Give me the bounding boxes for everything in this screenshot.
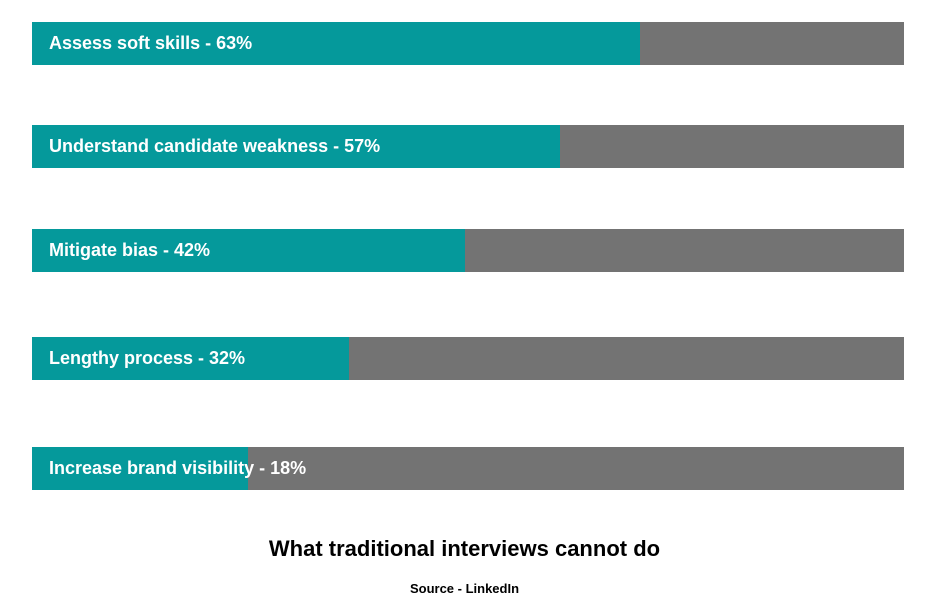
chart-source: Source - LinkedIn [409,581,520,596]
bar-label-lengthy-process: Lengthy process - 32% [49,348,246,368]
bar-label-assess-soft-skills: Assess soft skills - 63% [49,33,253,53]
bar-label-increase-brand-visibility: Increase brand visibility - 18% [49,458,307,478]
bar-fill-lengthy-process [32,337,349,380]
chart-title: What traditional interviews cannot do [268,536,661,561]
bar-chart: Assess soft skills - 63% Understand cand… [32,22,904,490]
bar-label-understand-candidate-weakness: Understand candidate weakness - 57% [49,136,381,156]
bar-fill-assess-soft-skills [32,22,640,65]
bar-track-increase-brand-visibility: Increase brand visibility - 18% [32,447,904,490]
bar-fill-mitigate-bias [32,229,465,272]
bar-track-assess-soft-skills: Assess soft skills - 63% [32,22,904,65]
bar-track-lengthy-process: Lengthy process - 32% [32,337,904,380]
bar-fill-understand-candidate-weakness [32,125,560,168]
bar-track-understand-candidate-weakness: Understand candidate weakness - 57% [32,125,904,168]
bar-track-mitigate-bias: Mitigate bias - 42% [32,229,904,272]
bar-fill-increase-brand-visibility [32,447,249,490]
bar-label-mitigate-bias: Mitigate bias - 42% [49,240,211,260]
